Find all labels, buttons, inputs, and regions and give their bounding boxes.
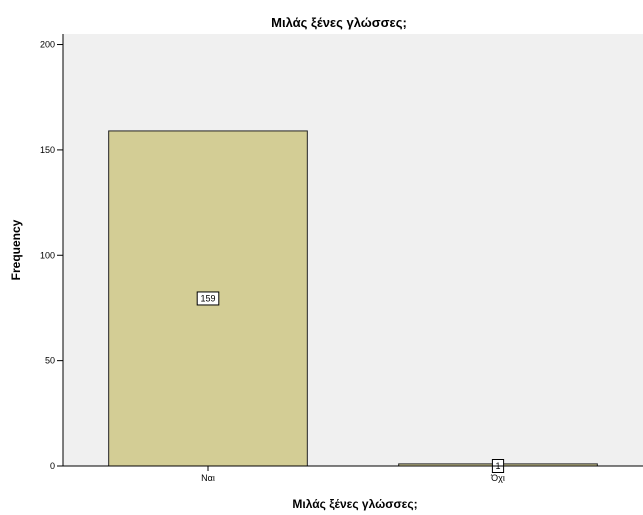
- data-label: 159: [200, 293, 215, 303]
- x-axis-ticks: Ναι Όχι: [201, 466, 505, 483]
- x-tick-label: Όχι: [490, 473, 505, 483]
- y-tick-label: 200: [40, 40, 55, 50]
- y-tick-label: 100: [40, 250, 55, 260]
- x-axis-label: Μιλάς ξένες γλώσσες;: [292, 497, 417, 511]
- y-axis-label: Frequency: [9, 219, 23, 280]
- y-tick-label: 0: [50, 461, 55, 471]
- y-axis-ticks: 0 50 100 150 200: [40, 40, 63, 471]
- y-tick-label: 150: [40, 145, 55, 155]
- x-tick-label: Ναι: [201, 473, 215, 483]
- data-label-box: [196, 291, 220, 306]
- chart-title: Μιλάς ξένες γλώσσες;: [271, 15, 407, 30]
- y-tick-label: 50: [45, 356, 55, 366]
